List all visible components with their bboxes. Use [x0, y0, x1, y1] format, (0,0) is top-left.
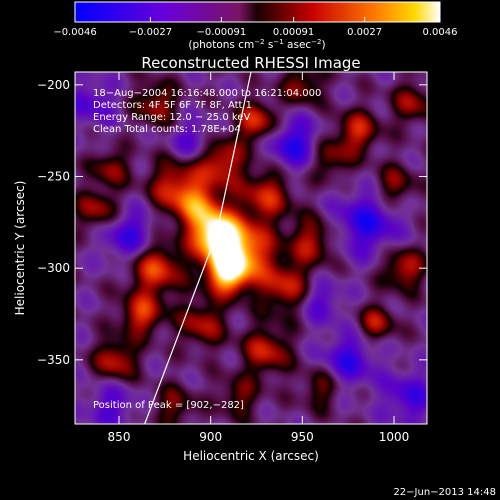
- y-tick-label: −250: [37, 170, 70, 184]
- colorbar-tick-label: 0.0027: [347, 27, 382, 38]
- y-axis: −200 −250 −300 −350: [37, 78, 427, 367]
- colorbar-tick-label: −0.00091: [197, 27, 247, 38]
- y-axis-label: Heliocentric Y (arcsec): [13, 181, 27, 316]
- colorbar-tick-label: 0.0046: [423, 27, 458, 38]
- x-axis-label: Heliocentric X (arcsec): [183, 449, 319, 463]
- x-tick-label: 900: [199, 430, 222, 444]
- y-tick-label: −350: [37, 353, 70, 367]
- heatmap-image: [75, 72, 427, 424]
- footer-timestamp: 22−Jun−2013 14:48: [393, 487, 496, 498]
- x-tick-label: 950: [291, 430, 314, 444]
- colorbar-unit-label: (photons cm−2 s−1 asec−2): [188, 38, 325, 51]
- annotation-block: 18−Aug−2004 16:16:48.000 to 16:21:04.000…: [93, 88, 321, 135]
- y-tick-label: −200: [37, 78, 70, 92]
- x-axis: 850 900 950 1000: [108, 72, 410, 444]
- annotation-line: 18−Aug−2004 16:16:48.000 to 16:21:04.000: [93, 88, 321, 99]
- x-tick-label: 1000: [379, 430, 410, 444]
- annotation-line: Detectors: 4F 5F 6F 7F 8F, Att 1: [93, 100, 252, 111]
- colorbar-tick-label: 0.00091: [273, 27, 314, 38]
- x-tick-label: 850: [108, 430, 131, 444]
- chart-title: Reconstructed RHESSI Image: [141, 54, 360, 72]
- solar-limb-line: [144, 72, 252, 424]
- plot-frame: [74, 71, 428, 425]
- colorbar-tick-label: −0.0046: [53, 27, 96, 38]
- y-tick-label: −300: [37, 261, 70, 275]
- colorbar-gradient: [74, 1, 441, 23]
- annotation-line: Clean Total counts: 1.78E+04: [93, 124, 241, 135]
- peak-position-label: Position of Peak = [902,−282]: [93, 400, 244, 411]
- colorbar-tick-label: −0.0027: [129, 27, 172, 38]
- annotation-line: Energy Range: 12.0 − 25.0 keV: [93, 112, 250, 123]
- colorbar: −0.0046 −0.0027 −0.00091 0.00091 0.0027 0.004…: [53, 1, 458, 51]
